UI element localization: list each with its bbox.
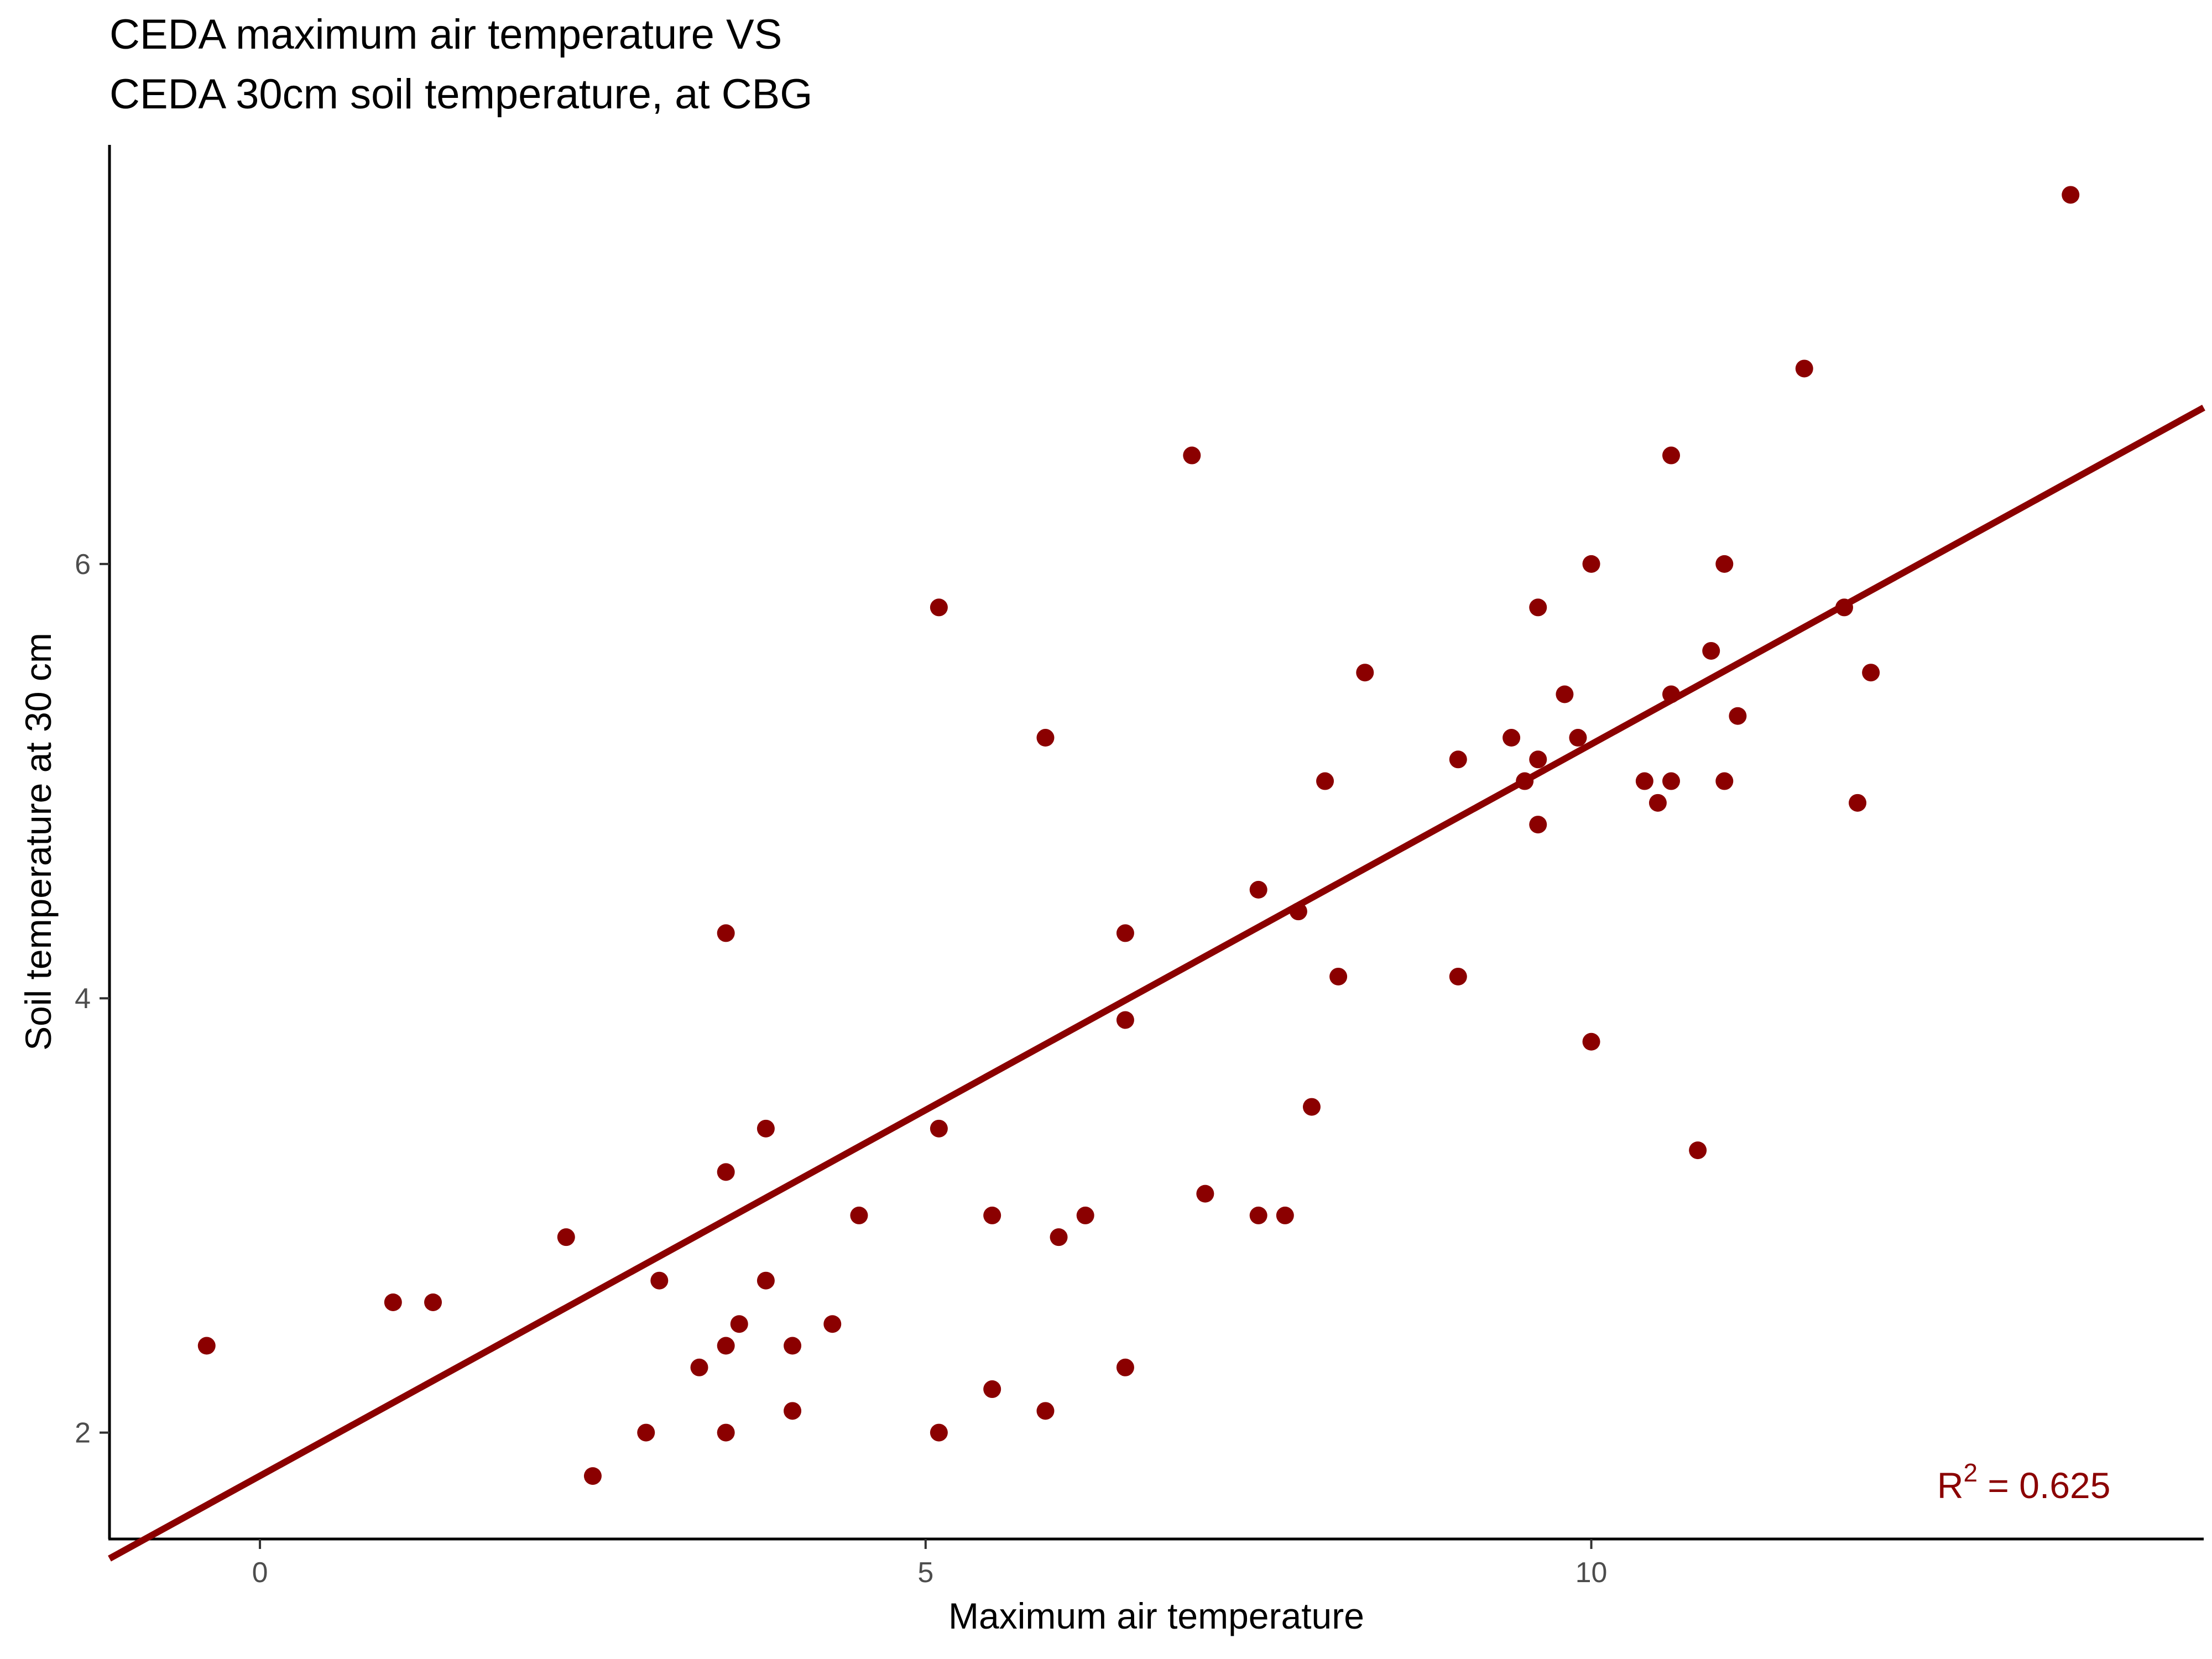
data-point bbox=[717, 1423, 735, 1442]
data-point bbox=[1449, 750, 1467, 769]
chart-title-line-1: CEDA maximum air temperature VS bbox=[109, 11, 782, 58]
data-points bbox=[197, 186, 2080, 1485]
data-point bbox=[730, 1315, 748, 1333]
data-point bbox=[1329, 967, 1348, 985]
data-point bbox=[930, 598, 948, 617]
r-squared-superscript: 2 bbox=[1963, 1458, 1978, 1487]
data-point bbox=[930, 1119, 948, 1138]
data-point bbox=[1556, 685, 1574, 703]
x-tick-label: 0 bbox=[252, 1557, 268, 1589]
x-tick-label: 5 bbox=[917, 1557, 933, 1589]
data-point bbox=[1036, 1402, 1055, 1420]
data-point bbox=[1849, 794, 1867, 812]
data-point bbox=[690, 1358, 708, 1376]
regression-line bbox=[108, 404, 2205, 1562]
data-point bbox=[717, 924, 735, 942]
data-point bbox=[1529, 750, 1547, 769]
x-axis-title: Maximum air temperature bbox=[948, 1595, 1364, 1636]
data-point bbox=[757, 1119, 775, 1138]
y-tick-label: 6 bbox=[75, 549, 91, 581]
data-point bbox=[1662, 772, 1680, 790]
data-point bbox=[823, 1315, 842, 1333]
data-point bbox=[784, 1337, 802, 1355]
data-point bbox=[1249, 880, 1267, 899]
data-point bbox=[1795, 359, 1813, 378]
chart-title: CEDA maximum air temperature VS CEDA 30c… bbox=[109, 11, 812, 118]
data-point bbox=[1289, 902, 1307, 921]
data-point bbox=[583, 1467, 602, 1485]
data-point bbox=[424, 1293, 442, 1311]
y-tick-label: 2 bbox=[75, 1417, 91, 1449]
data-point bbox=[197, 1337, 216, 1355]
data-point bbox=[1582, 555, 1600, 573]
data-point bbox=[1076, 1206, 1094, 1224]
data-point bbox=[1183, 446, 1201, 465]
data-point bbox=[1036, 729, 1055, 747]
data-point bbox=[717, 1337, 735, 1355]
data-point bbox=[1529, 598, 1547, 617]
data-point bbox=[983, 1206, 1001, 1224]
data-point bbox=[637, 1423, 655, 1442]
data-point bbox=[757, 1271, 775, 1290]
y-axis-title: Soil temperature at 30 cm bbox=[18, 633, 59, 1051]
data-point bbox=[384, 1293, 402, 1311]
data-point bbox=[1729, 707, 1747, 725]
data-point bbox=[1715, 772, 1734, 790]
r-squared-annotation: R2 = 0.625 bbox=[1937, 1458, 2111, 1506]
data-point bbox=[1196, 1185, 1214, 1203]
data-point bbox=[1715, 555, 1734, 573]
chart-title-line-2: CEDA 30cm soil temperature, at CBG bbox=[109, 71, 812, 118]
data-point bbox=[1116, 924, 1134, 942]
data-point bbox=[930, 1423, 948, 1442]
x-tick-label: 10 bbox=[1575, 1557, 1608, 1589]
data-point bbox=[1582, 1032, 1600, 1051]
y-tick-label: 4 bbox=[75, 983, 91, 1015]
data-point bbox=[1662, 685, 1680, 703]
data-point bbox=[1116, 1011, 1134, 1029]
data-point bbox=[1635, 772, 1653, 790]
data-point bbox=[717, 1163, 735, 1181]
r-squared-value: = 0.625 bbox=[1978, 1465, 2110, 1506]
data-point bbox=[1116, 1358, 1134, 1376]
data-point bbox=[1503, 729, 1521, 747]
data-point bbox=[1529, 816, 1547, 834]
data-point bbox=[1862, 664, 1880, 682]
data-point bbox=[1302, 1098, 1321, 1116]
data-point bbox=[983, 1380, 1001, 1399]
data-point bbox=[1356, 664, 1374, 682]
data-point bbox=[1662, 446, 1680, 465]
r-squared-symbol: R bbox=[1937, 1465, 1964, 1506]
data-point bbox=[1276, 1206, 1294, 1224]
data-point bbox=[1316, 772, 1334, 790]
data-point bbox=[1569, 729, 1587, 747]
data-point bbox=[784, 1402, 802, 1420]
data-point bbox=[557, 1228, 575, 1246]
data-point bbox=[1648, 794, 1667, 812]
data-point bbox=[1449, 967, 1467, 985]
data-point bbox=[1516, 772, 1534, 790]
data-point bbox=[2062, 186, 2080, 204]
data-point bbox=[850, 1206, 868, 1224]
data-point bbox=[1689, 1141, 1707, 1160]
data-point bbox=[1249, 1206, 1267, 1224]
axes bbox=[108, 145, 2204, 1541]
data-point bbox=[650, 1271, 669, 1290]
regression-line-group bbox=[108, 404, 2205, 1562]
data-point bbox=[1835, 598, 1853, 617]
data-point bbox=[1702, 641, 1720, 660]
axis-ticks: 0 5 10 2 4 6 bbox=[75, 549, 1607, 1589]
data-point bbox=[1050, 1228, 1068, 1246]
